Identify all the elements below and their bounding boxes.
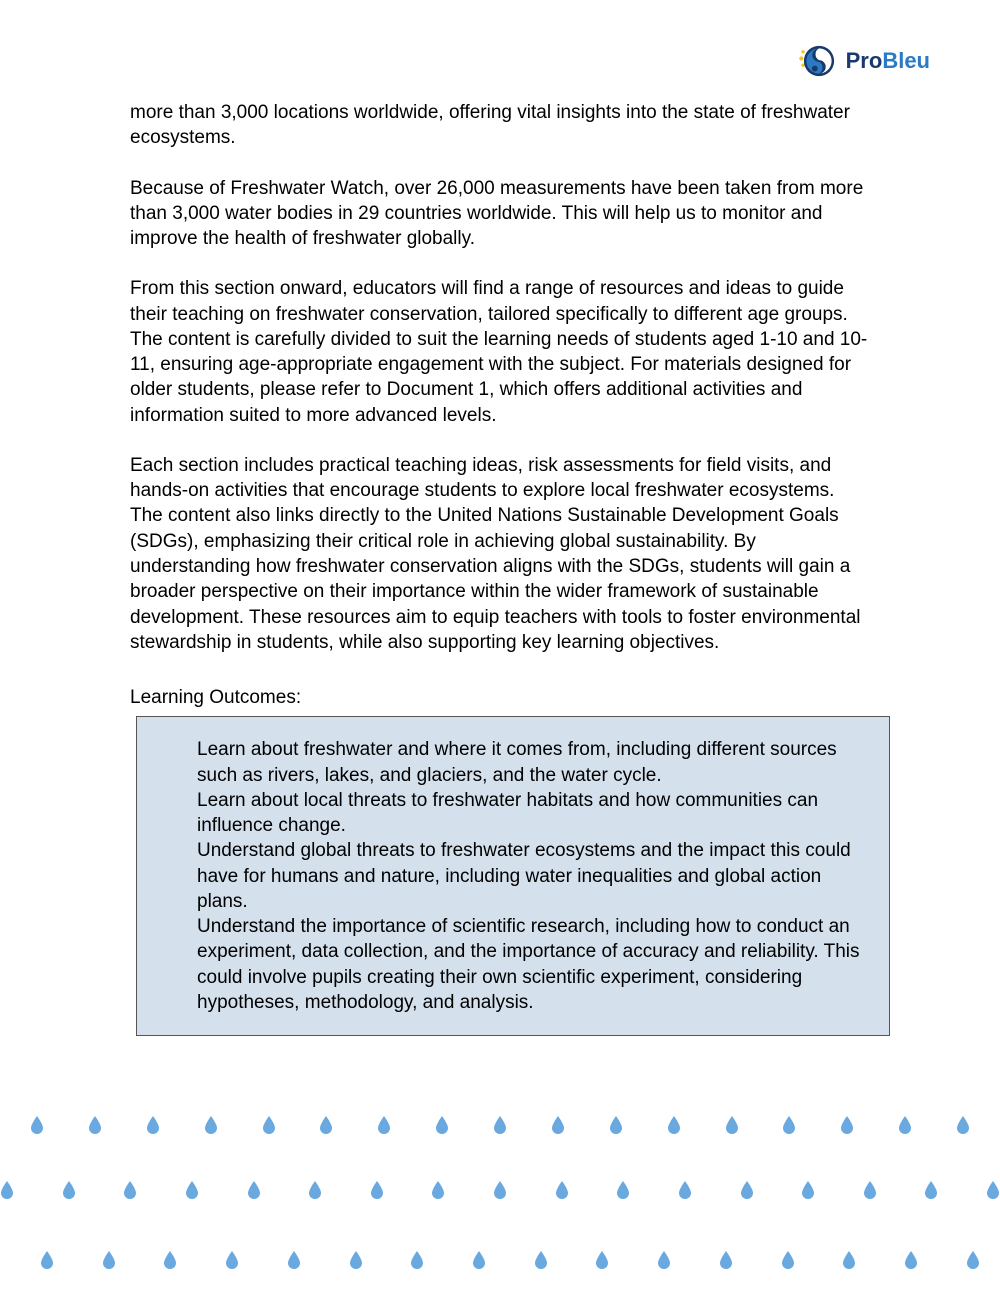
water-drop-icon [904,1250,918,1270]
outcome-item-2: Learn about local threats to freshwater … [197,788,867,839]
water-drop-icon [863,1180,877,1200]
drop-row [0,1180,1000,1200]
water-drop-icon [0,1180,14,1200]
water-drop-icon [555,1180,569,1200]
main-content: more than 3,000 locations worldwide, off… [130,100,870,1036]
water-drop-icon [782,1115,796,1135]
water-drop-icon [986,1180,1000,1200]
water-drop-icon [62,1180,76,1200]
water-drop-icon [435,1115,449,1135]
water-drop-icon [801,1180,815,1200]
water-drop-icon [966,1250,980,1270]
water-drop-icon [725,1115,739,1135]
outcome-item-3: Understand global threats to freshwater … [197,838,867,914]
page-body: more than 3,000 locations worldwide, off… [0,0,1000,1036]
water-drop-icon [146,1115,160,1135]
outcome-item-4: Understand the importance of scientific … [197,914,867,1015]
water-drop-icon [287,1250,301,1270]
learning-outcomes-heading: Learning Outcomes: [130,685,870,710]
paragraph-3: From this section onward, educators will… [130,276,870,428]
water-drop-icon [262,1115,276,1135]
water-drop-icon [377,1115,391,1135]
water-drop-icon [898,1115,912,1135]
logo-text: ProBleu [846,48,930,74]
water-drop-icon [204,1115,218,1135]
paragraph-2: Because of Freshwater Watch, over 26,000… [130,176,870,252]
water-drop-icon [319,1115,333,1135]
water-drop-icon [781,1250,795,1270]
drop-row [0,1115,1000,1135]
water-drop-icon [247,1180,261,1200]
logo-text-bleu: Bleu [882,48,930,73]
water-drop-icon [595,1250,609,1270]
water-drop-icon [678,1180,692,1200]
water-drop-icon [185,1180,199,1200]
water-drop-icon [410,1250,424,1270]
water-drop-icon [616,1180,630,1200]
water-drop-icon [308,1180,322,1200]
water-drop-icon [472,1250,486,1270]
water-drop-icon [534,1250,548,1270]
water-drop-icon [609,1115,623,1135]
paragraph-1: more than 3,000 locations worldwide, off… [130,100,870,151]
logo-text-pro: Pro [846,48,883,73]
water-drop-icon [719,1250,733,1270]
water-drop-icon [88,1115,102,1135]
water-drop-icon [924,1180,938,1200]
water-drop-icon [349,1250,363,1270]
water-drop-icon [493,1115,507,1135]
water-drop-icon [842,1250,856,1270]
water-drop-icon [840,1115,854,1135]
water-drop-icon [102,1250,116,1270]
water-drop-icon [551,1115,565,1135]
water-drop-icon [493,1180,507,1200]
water-drop-icon [657,1250,671,1270]
logo: ProBleu [798,40,930,82]
water-drop-icon [163,1250,177,1270]
water-drop-icon [225,1250,239,1270]
learning-outcomes-box: Learn about freshwater and where it come… [136,716,890,1036]
water-drop-icon [740,1180,754,1200]
water-drop-icon [30,1115,44,1135]
water-drop-icon [667,1115,681,1135]
water-drop-icon [40,1250,54,1270]
water-drop-icon [123,1180,137,1200]
logo-swirl-icon [798,40,840,82]
water-drop-icon [431,1180,445,1200]
paragraph-4: Each section includes practical teaching… [130,453,870,655]
drop-row [0,1250,1000,1270]
water-drop-icon [370,1180,384,1200]
outcome-item-1: Learn about freshwater and where it come… [197,737,867,788]
water-drop-icon [956,1115,970,1135]
